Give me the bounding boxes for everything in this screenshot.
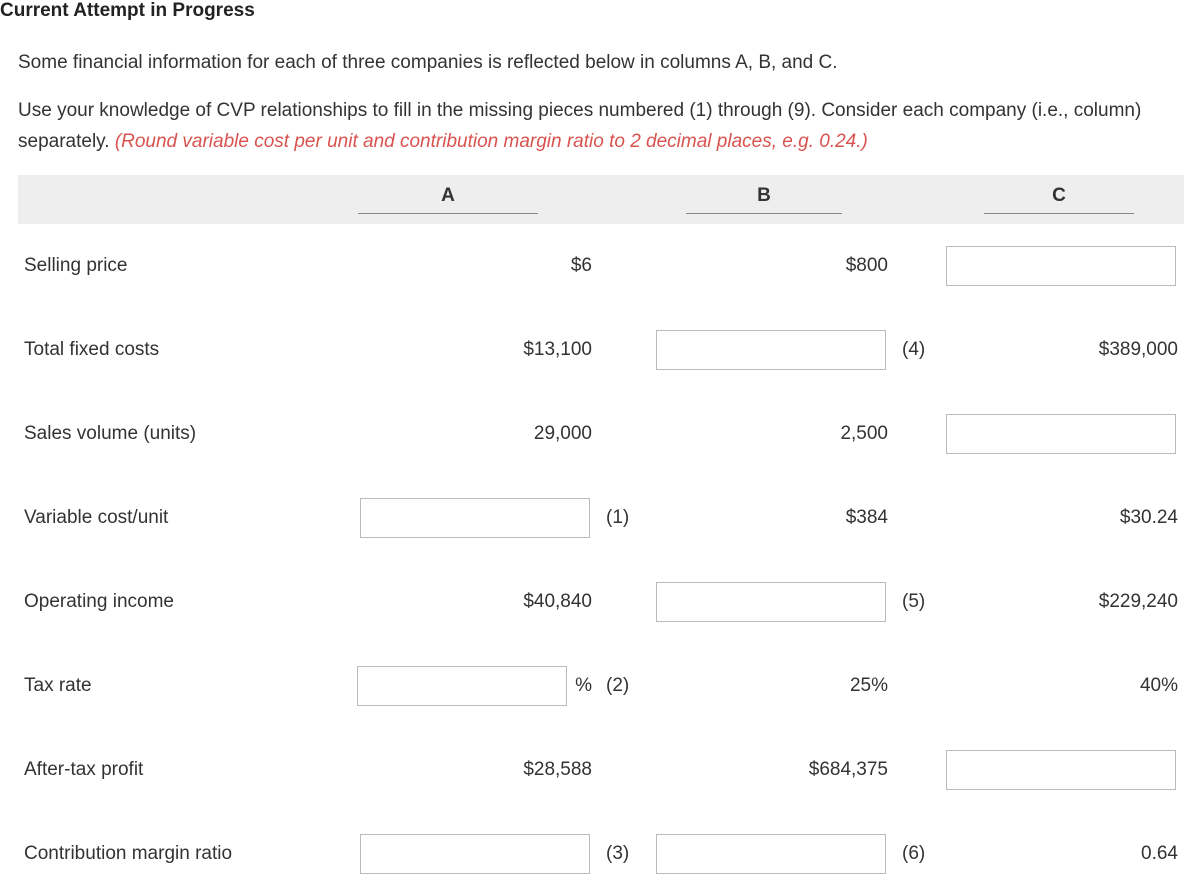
tag-a-cm-ratio: (3) (598, 812, 634, 896)
tag-a-operating-income (598, 560, 634, 644)
input-c-sales-volume[interactable] (946, 414, 1176, 454)
label-operating-income: Operating income (18, 560, 298, 644)
cvp-table: A B C Selling price $6 $800 Total fixed … (18, 175, 1184, 896)
tag-b-cm-ratio: (6) (894, 812, 934, 896)
input-b-fixed-costs[interactable] (656, 330, 886, 370)
row-after-tax-profit: After-tax profit $28,588 $684,375 (18, 728, 1184, 812)
cell-c-variable-cost: $30.24 (934, 476, 1184, 560)
input-b-operating-income[interactable] (656, 582, 886, 622)
row-variable-cost: Variable cost/unit (1) $384 $30.24 (18, 476, 1184, 560)
cell-b-cm-ratio (634, 812, 894, 896)
header-blank (18, 175, 298, 224)
percent-suffix: % (575, 675, 592, 696)
tag-b-fixed-costs: (4) (894, 308, 934, 392)
cell-b-fixed-costs (634, 308, 894, 392)
tag-a-selling-price (598, 224, 634, 308)
header-col-a-tag (598, 175, 634, 224)
tag-a-variable-cost: (1) (598, 476, 634, 560)
header-col-b-tag (894, 175, 934, 224)
input-a-variable-cost[interactable] (360, 498, 590, 538)
tag-b-operating-income: (5) (894, 560, 934, 644)
input-c-selling-price[interactable] (946, 246, 1176, 286)
cell-a-tax-rate: % (298, 644, 598, 728)
header-col-b: B (634, 175, 894, 224)
cell-c-selling-price (934, 224, 1184, 308)
cell-a-operating-income: $40,840 (298, 560, 598, 644)
cell-c-operating-income: $229,240 (934, 560, 1184, 644)
label-after-tax-profit: After-tax profit (18, 728, 298, 812)
row-tax-rate: Tax rate % (2) 25% 40% (18, 644, 1184, 728)
cell-b-variable-cost: $384 (634, 476, 894, 560)
header-col-c: C (934, 175, 1184, 224)
cell-a-variable-cost (298, 476, 598, 560)
cell-b-after-tax-profit: $684,375 (634, 728, 894, 812)
cell-c-fixed-costs: $389,000 (934, 308, 1184, 392)
tag-a-after-tax-profit (598, 728, 634, 812)
tag-a-tax-rate: (2) (598, 644, 634, 728)
tag-b-selling-price (894, 224, 934, 308)
cell-b-sales-volume: 2,500 (634, 392, 894, 476)
tag-a-fixed-costs (598, 308, 634, 392)
cell-b-selling-price: $800 (634, 224, 894, 308)
tag-b-variable-cost (894, 476, 934, 560)
cell-c-tax-rate: 40% (934, 644, 1184, 728)
cell-a-cm-ratio (298, 812, 598, 896)
label-cm-ratio: Contribution margin ratio (18, 812, 298, 896)
header-col-a: A (298, 175, 598, 224)
cell-b-tax-rate: 25% (634, 644, 894, 728)
input-a-cm-ratio[interactable] (360, 834, 590, 874)
input-a-tax-rate[interactable] (357, 666, 567, 706)
input-c-after-tax-profit[interactable] (946, 750, 1176, 790)
label-tax-rate: Tax rate (18, 644, 298, 728)
row-sales-volume: Sales volume (units) 29,000 2,500 (18, 392, 1184, 476)
cell-c-sales-volume (934, 392, 1184, 476)
label-fixed-costs: Total fixed costs (18, 308, 298, 392)
cell-c-after-tax-profit (934, 728, 1184, 812)
tag-a-sales-volume (598, 392, 634, 476)
tag-b-after-tax-profit (894, 728, 934, 812)
row-cm-ratio: Contribution margin ratio (3) (6) 0.64 (18, 812, 1184, 896)
input-b-cm-ratio[interactable] (656, 834, 886, 874)
cell-a-sales-volume: 29,000 (298, 392, 598, 476)
cell-b-operating-income (634, 560, 894, 644)
cell-a-fixed-costs: $13,100 (298, 308, 598, 392)
row-fixed-costs: Total fixed costs $13,100 (4) $389,000 (18, 308, 1184, 392)
table-header-row: A B C (18, 175, 1184, 224)
label-sales-volume: Sales volume (units) (18, 392, 298, 476)
rounding-instruction: (Round variable cost per unit and contri… (115, 131, 868, 152)
intro-paragraph-2: Use your knowledge of CVP relationships … (18, 96, 1167, 157)
tag-b-sales-volume (894, 392, 934, 476)
row-selling-price: Selling price $6 $800 (18, 224, 1184, 308)
tag-b-tax-rate (894, 644, 934, 728)
row-operating-income: Operating income $40,840 (5) $229,240 (18, 560, 1184, 644)
label-variable-cost: Variable cost/unit (18, 476, 298, 560)
cell-c-cm-ratio: 0.64 (934, 812, 1184, 896)
section-heading: Current Attempt in Progress (0, 0, 1185, 34)
intro-block: Some financial information for each of t… (0, 34, 1185, 157)
cell-a-after-tax-profit: $28,588 (298, 728, 598, 812)
cell-a-selling-price: $6 (298, 224, 598, 308)
intro-paragraph-1: Some financial information for each of t… (18, 48, 1167, 78)
label-selling-price: Selling price (18, 224, 298, 308)
